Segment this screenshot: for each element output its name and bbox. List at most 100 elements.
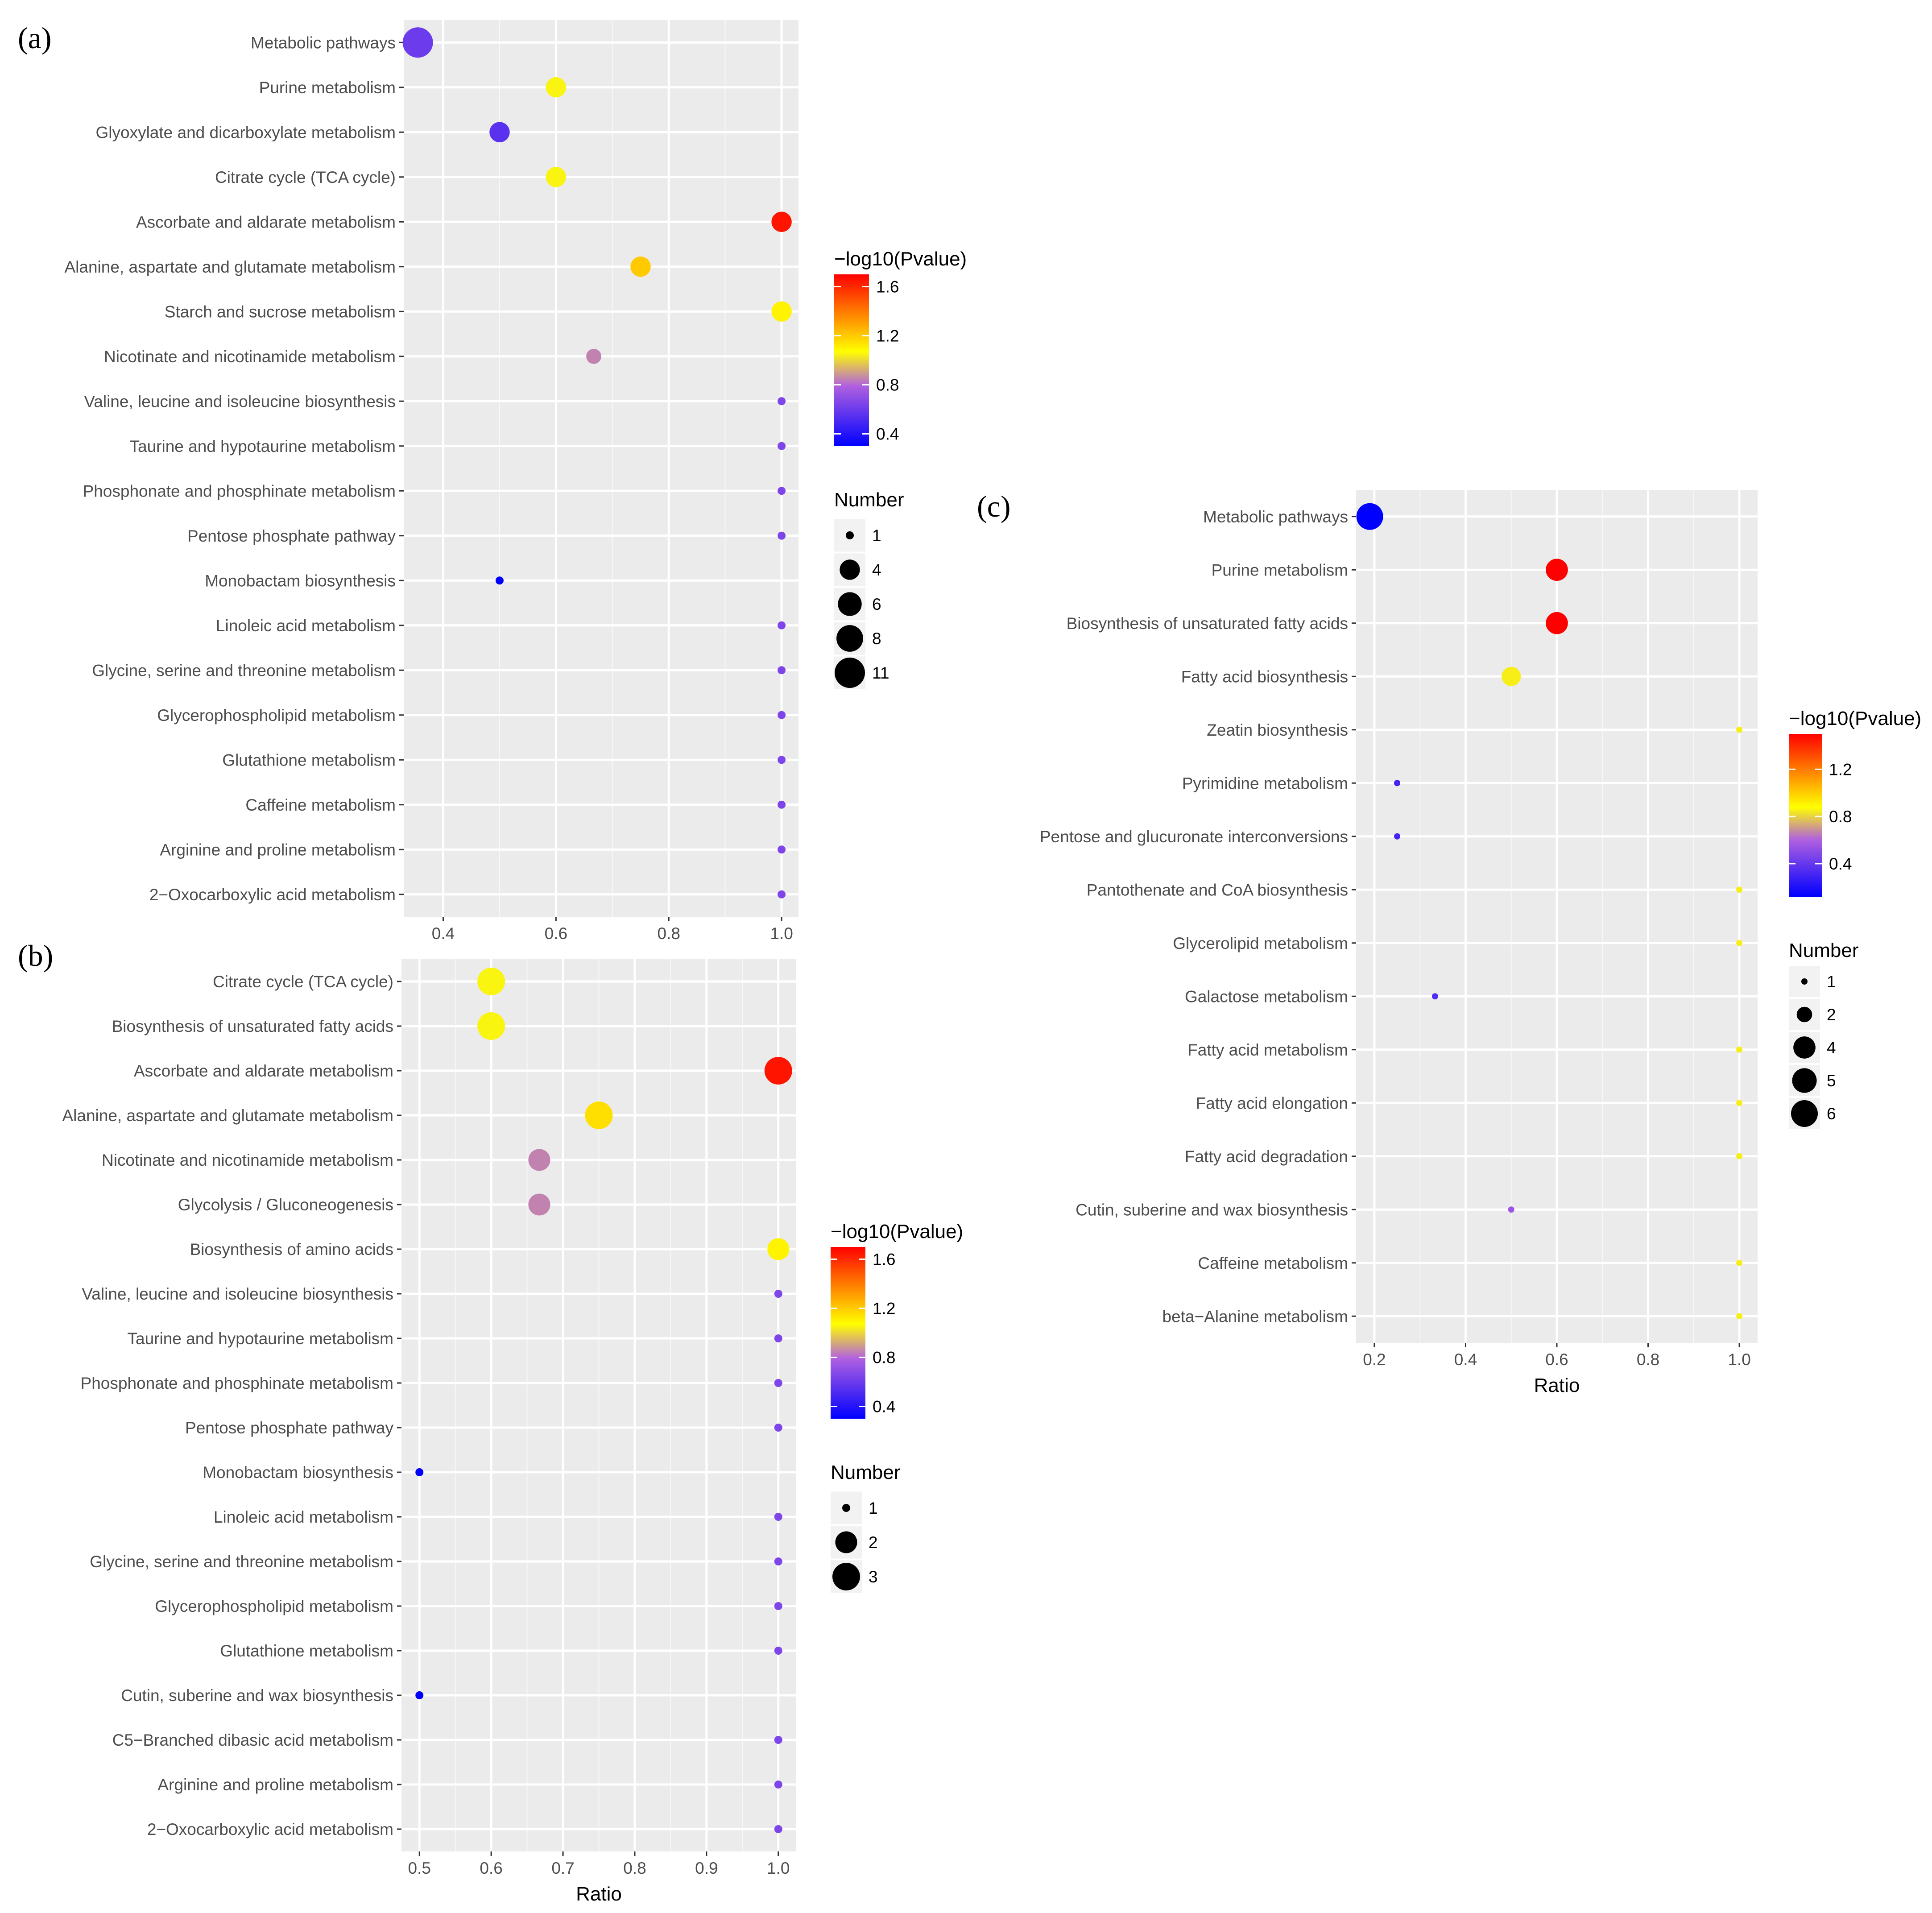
size-legend-label: 1 <box>1827 973 1836 991</box>
x-tick-label: 0.6 <box>480 1859 502 1877</box>
category-label: Glycolysis / Gluconeogenesis <box>178 1196 393 1214</box>
data-point <box>771 301 792 322</box>
data-point <box>1502 667 1521 686</box>
colorbar <box>1789 734 1822 897</box>
size-legend-dot <box>1792 1068 1817 1093</box>
x-axis-title: Ratio <box>576 1883 622 1905</box>
panel-c: (c) Metabolic pathways Purine metabolism Bi… <box>977 489 1921 1396</box>
category-label: Alanine, aspartate and glutamate metabol… <box>62 1106 394 1125</box>
size-legend-title: Number <box>831 1462 901 1483</box>
category-label: Valine, leucine and isoleucine biosynthe… <box>82 1285 393 1303</box>
x-tick-label: 0.4 <box>432 924 455 943</box>
size-legend-label: 4 <box>872 561 881 579</box>
x-tick-label: 0.4 <box>1454 1350 1477 1369</box>
category-label: Glycine, serine and threonine metabolism <box>90 1553 393 1571</box>
category-label: Caffeine metabolism <box>1198 1254 1348 1272</box>
x-tick-label: 1.0 <box>767 1859 790 1877</box>
data-point <box>1736 940 1743 946</box>
category-label: Metabolic pathways <box>1203 508 1348 526</box>
data-point <box>1356 503 1383 530</box>
data-point <box>1546 612 1568 634</box>
data-point <box>528 1193 550 1216</box>
category-label: Nicotinate and nicotinamide metabolism <box>102 1151 393 1169</box>
size-legend-dot <box>838 592 862 616</box>
data-point <box>778 487 786 495</box>
category-label: Pantothenate and CoA biosynthesis <box>1087 881 1348 899</box>
size-legend-label: 3 <box>869 1568 878 1586</box>
category-label: Phosphonate and phosphinate metabolism <box>81 1374 393 1392</box>
colorbar-tick-label: 1.2 <box>1829 760 1852 778</box>
category-label: 2−Oxocarboxylic acid metabolism <box>149 886 396 904</box>
data-point <box>1508 1206 1514 1213</box>
data-point <box>1736 1153 1743 1159</box>
data-point <box>774 1290 782 1298</box>
category-label: Pentose and glucuronate interconversions <box>1040 828 1348 846</box>
size-legend-label: 2 <box>869 1533 878 1552</box>
size-legend-title: Number <box>1789 940 1859 961</box>
size-legend-label: 4 <box>1827 1039 1836 1057</box>
category-label: Arginine and proline metabolism <box>157 1776 393 1794</box>
size-legend-dot <box>836 625 863 652</box>
colorbar-tick-label: 0.4 <box>873 1398 895 1416</box>
category-label: 2−Oxocarboxylic acid metabolism <box>147 1820 393 1838</box>
data-point <box>778 666 786 675</box>
data-point <box>778 711 786 719</box>
data-point <box>1736 726 1743 733</box>
size-legend-label: 6 <box>872 595 881 613</box>
x-tick-label: 0.6 <box>545 924 567 943</box>
category-label: Glycerolipid metabolism <box>1173 934 1348 952</box>
data-point <box>774 1379 782 1387</box>
category-label: Fatty acid degradation <box>1185 1147 1348 1166</box>
data-point <box>546 77 567 98</box>
category-label: Purine metabolism <box>259 79 396 97</box>
category-label: Glutathione metabolism <box>220 1642 393 1660</box>
data-point <box>778 845 786 854</box>
x-tick-label: 0.5 <box>408 1859 431 1877</box>
color-legend-title: −log10(Pvalue) <box>831 1221 963 1242</box>
colorbar-tick-label: 0.4 <box>876 425 899 443</box>
data-point <box>778 397 786 406</box>
size-legend-label: 2 <box>1827 1006 1836 1024</box>
panel-label: (c) <box>977 489 1010 523</box>
category-label: Pentose phosphate pathway <box>185 1419 393 1437</box>
data-point <box>778 756 786 764</box>
data-point <box>489 122 510 142</box>
data-point <box>764 1057 792 1085</box>
data-point <box>778 621 786 629</box>
data-point <box>774 1825 782 1833</box>
panel-b: (b) Citrate cycle (TCA cycle) Biosynthesis… <box>18 939 963 1905</box>
colorbar-tick-label: 0.8 <box>876 376 899 394</box>
category-label: Glycerophospholipid metabolism <box>157 706 396 725</box>
category-label: Starch and sucrose metabolism <box>165 302 396 321</box>
category-label: Glyoxylate and dicarboxylate metabolism <box>96 123 396 141</box>
data-point <box>1736 1259 1743 1266</box>
data-point <box>528 1149 550 1171</box>
data-point <box>1736 1046 1743 1053</box>
colorbar-tick-label: 1.6 <box>873 1250 895 1269</box>
category-label: Zeatin biosynthesis <box>1207 721 1348 739</box>
category-label: Cutin, suberine and wax biosynthesis <box>1076 1201 1348 1219</box>
panel-label: (b) <box>18 939 53 973</box>
size-legend-dot <box>832 1563 860 1590</box>
category-label: Purine metabolism <box>1212 561 1348 579</box>
data-point <box>778 531 786 540</box>
size-legend-dot <box>835 1531 857 1553</box>
category-label: Biosynthesis of unsaturated fatty acids <box>112 1017 393 1035</box>
category-label: Ascorbate and aldarate metabolism <box>136 213 396 231</box>
category-label: Citrate cycle (TCA cycle) <box>215 168 396 186</box>
color-legend-title: −log10(Pvalue) <box>1789 708 1921 729</box>
data-point <box>767 1238 790 1260</box>
category-label: Alanine, aspartate and glutamate metabol… <box>65 258 396 276</box>
size-legend-dot <box>840 559 860 580</box>
category-label: Biosynthesis of unsaturated fatty acids <box>1067 614 1348 633</box>
category-label: Metabolic pathways <box>251 33 396 52</box>
size-legend-dot <box>846 531 854 539</box>
x-tick-label: 0.2 <box>1363 1350 1386 1369</box>
data-point <box>778 442 786 450</box>
x-tick-label: 0.7 <box>551 1859 574 1877</box>
panel-label: (a) <box>18 21 51 55</box>
x-tick-label: 1.0 <box>1728 1350 1750 1369</box>
x-tick-label: 0.9 <box>695 1859 718 1877</box>
data-point <box>774 1513 782 1521</box>
